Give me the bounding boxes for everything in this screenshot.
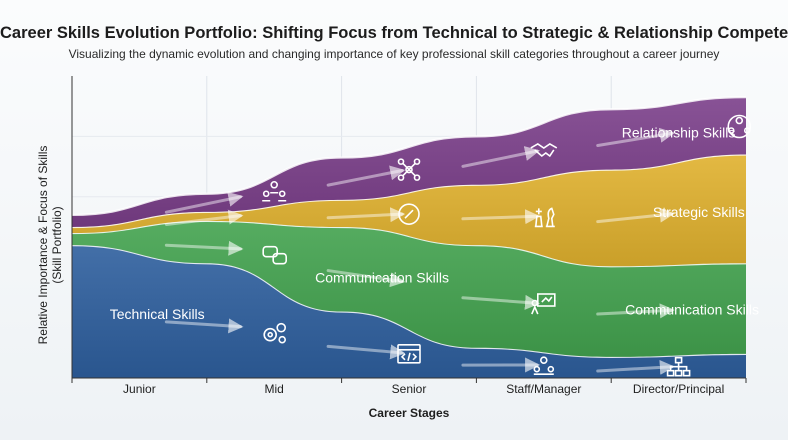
flow-arrow (461, 146, 540, 168)
flow-arrow (596, 207, 675, 224)
flow-arrow (164, 209, 244, 227)
series-label: Communication Skills (315, 269, 449, 285)
flow-arrow (326, 344, 406, 360)
x-tick-label: Senior (392, 382, 427, 396)
compass-icon (398, 203, 420, 225)
handshake-icon (530, 143, 558, 158)
flow-arrow (326, 165, 406, 187)
y-axis-label-line1: Relative Importance & Focus of Skills (36, 146, 50, 345)
x-tick-label: Director/Principal (633, 382, 724, 396)
flow-arrow (164, 191, 244, 214)
network-nodes-icon (397, 158, 421, 181)
chart-subtitle: Visualizing the dynamic evolution and ch… (68, 47, 720, 61)
code-window-icon (397, 344, 421, 364)
flow-arrow (461, 209, 541, 225)
series-label: Communication Skills (625, 302, 759, 318)
area-shade-technical-skills (72, 245, 746, 378)
flow-arrow (596, 303, 675, 319)
team-icon (262, 180, 287, 202)
people-network-icon (533, 356, 555, 375)
series-label: Technical Skills (110, 306, 205, 322)
gears-icon (263, 322, 287, 344)
flow-arrow (596, 359, 675, 375)
flow-arrow (461, 294, 541, 310)
x-axis-label: Career Stages (369, 406, 450, 420)
x-tick-label: Junior (123, 382, 156, 396)
flow-arrow (596, 127, 675, 148)
flow-arrow (326, 269, 406, 288)
series-label: Relationship Skills (622, 125, 736, 141)
flow-arrow (164, 318, 244, 334)
area-shade-strategic-skills (72, 154, 746, 267)
flow-arrow (164, 240, 244, 256)
x-tick-label: Staff/Manager (506, 382, 581, 396)
x-tick-label: Mid (265, 382, 284, 396)
presentation-icon (531, 293, 556, 315)
chat-bubbles-icon (262, 245, 288, 265)
flow-arrow (326, 207, 406, 223)
leader-icon (727, 114, 752, 139)
chart-title: Career Skills Evolution Portfolio: Shift… (0, 24, 788, 42)
chess-icon (534, 207, 555, 228)
area-boundary-relationship-skills (71, 96, 747, 217)
org-chart-icon (666, 356, 691, 377)
y-axis-label-line2: (Skill Portfolio) (50, 206, 64, 283)
series-label: Strategic Skills (653, 204, 745, 220)
